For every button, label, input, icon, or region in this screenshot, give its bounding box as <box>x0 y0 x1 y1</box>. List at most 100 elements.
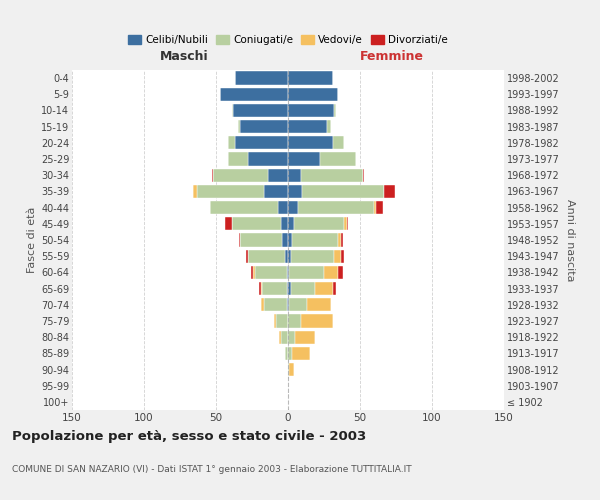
Bar <box>288 282 291 295</box>
Bar <box>241 120 288 134</box>
Bar <box>274 314 277 328</box>
Bar <box>259 282 260 295</box>
Bar <box>288 185 302 198</box>
Bar <box>344 217 347 230</box>
Bar <box>334 250 341 263</box>
Bar <box>253 266 255 279</box>
Bar <box>282 234 288 246</box>
Bar <box>289 363 294 376</box>
Bar <box>248 250 285 263</box>
Bar <box>376 201 383 214</box>
Bar <box>288 314 301 328</box>
Bar <box>291 250 334 263</box>
Bar <box>232 104 233 117</box>
Bar <box>280 330 281 344</box>
Bar <box>220 88 288 101</box>
Legend: Celibi/Nubili, Coniugati/e, Vedovi/e, Divorziati/e: Celibi/Nubili, Coniugati/e, Vedovi/e, Di… <box>124 31 452 50</box>
Bar <box>285 250 288 263</box>
Bar <box>334 104 335 117</box>
Bar <box>288 168 301 182</box>
Bar <box>295 330 316 344</box>
Bar <box>294 217 344 230</box>
Bar <box>288 363 289 376</box>
Bar <box>288 234 292 246</box>
Bar <box>235 72 288 85</box>
Bar <box>347 217 349 230</box>
Bar <box>288 250 291 263</box>
Bar <box>248 152 288 166</box>
Bar <box>233 104 288 117</box>
Bar <box>289 266 324 279</box>
Bar <box>212 168 213 182</box>
Bar <box>227 152 248 166</box>
Bar <box>287 298 288 312</box>
Bar <box>292 234 338 246</box>
Bar <box>281 330 288 344</box>
Bar <box>285 346 288 360</box>
Bar <box>307 298 331 312</box>
Bar <box>260 298 263 312</box>
Bar <box>239 234 241 246</box>
Bar <box>193 185 197 198</box>
Bar <box>288 152 320 166</box>
Bar <box>320 152 356 166</box>
Bar <box>302 185 385 198</box>
Bar <box>232 217 281 230</box>
Bar <box>197 185 263 198</box>
Bar <box>338 266 343 279</box>
Bar <box>324 266 338 279</box>
Bar <box>298 201 374 214</box>
Text: Maschi: Maschi <box>160 50 209 63</box>
Bar <box>363 168 364 182</box>
Bar <box>263 185 288 198</box>
Bar <box>235 136 288 149</box>
Bar <box>327 120 331 134</box>
Bar <box>263 298 287 312</box>
Bar <box>251 266 253 279</box>
Bar <box>291 282 316 295</box>
Bar <box>238 120 241 134</box>
Y-axis label: Fasce di età: Fasce di età <box>26 207 37 273</box>
Bar <box>268 168 288 182</box>
Bar <box>287 266 288 279</box>
Bar <box>288 330 295 344</box>
Y-axis label: Anni di nascita: Anni di nascita <box>565 198 575 281</box>
Bar <box>385 185 395 198</box>
Bar <box>332 282 335 295</box>
Bar <box>277 314 288 328</box>
Bar <box>213 168 268 182</box>
Bar <box>288 120 327 134</box>
Bar <box>341 250 344 263</box>
Bar <box>287 282 288 295</box>
Bar <box>341 234 343 246</box>
Bar <box>288 266 289 279</box>
Bar <box>292 346 310 360</box>
Bar <box>262 282 287 295</box>
Bar <box>301 314 332 328</box>
Bar <box>224 217 232 230</box>
Bar <box>288 298 289 312</box>
Bar <box>278 201 288 214</box>
Bar <box>301 168 363 182</box>
Text: Femmine: Femmine <box>359 50 424 63</box>
Bar <box>288 346 292 360</box>
Bar <box>374 201 376 214</box>
Bar <box>288 217 294 230</box>
Bar <box>332 136 344 149</box>
Text: COMUNE DI SAN NAZARIO (VI) - Dati ISTAT 1° gennaio 2003 - Elaborazione TUTTITALI: COMUNE DI SAN NAZARIO (VI) - Dati ISTAT … <box>12 465 412 474</box>
Bar <box>288 88 338 101</box>
Bar <box>288 136 332 149</box>
Bar <box>246 250 248 263</box>
Bar <box>288 201 298 214</box>
Bar <box>281 217 288 230</box>
Text: Popolazione per età, sesso e stato civile - 2003: Popolazione per età, sesso e stato civil… <box>12 430 366 443</box>
Bar <box>316 282 332 295</box>
Bar <box>255 266 287 279</box>
Bar <box>260 282 262 295</box>
Bar <box>289 298 307 312</box>
Bar <box>210 201 278 214</box>
Bar <box>288 72 332 85</box>
Bar <box>227 136 235 149</box>
Bar <box>241 234 282 246</box>
Bar <box>338 234 341 246</box>
